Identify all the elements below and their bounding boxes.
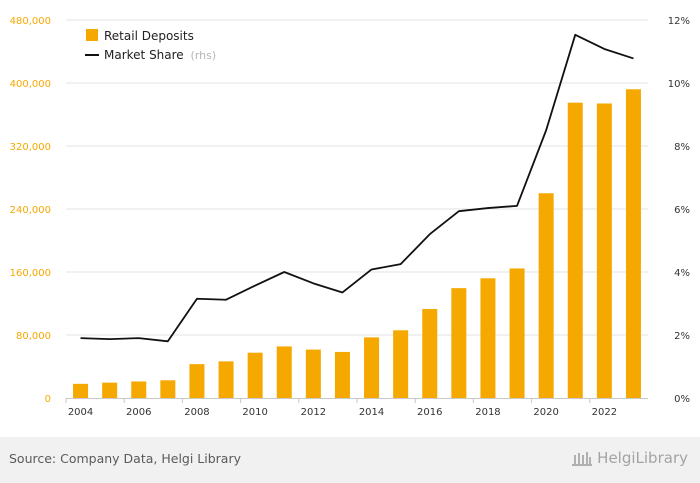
x-tick-label: 2022 [592, 407, 617, 418]
helgi-library-logo: HelgiLibrary [571, 449, 688, 467]
bar-2006 [131, 381, 147, 398]
bar-2014 [364, 337, 380, 398]
x-tick-label: 2010 [242, 407, 267, 418]
source-text: Source: Company Data, Helgi Library [9, 451, 242, 466]
x-tick-label: 2018 [475, 407, 500, 418]
brand-text: HelgiLibrary [597, 449, 688, 467]
legend-label-market-share-name: Market Share [104, 48, 184, 62]
bar-2004 [73, 383, 89, 398]
legend-label-retail-deposits: Retail Deposits [104, 29, 194, 43]
x-tick-label: 2012 [301, 407, 326, 418]
bar-2007 [160, 380, 176, 398]
y-left-tick-label: 0 [45, 394, 51, 405]
y-right-tick-label: 0% [674, 394, 690, 405]
bar-2021 [567, 102, 583, 398]
x-tick-label: 2008 [184, 407, 209, 418]
library-building-icon [572, 452, 593, 466]
bar-2012 [305, 349, 321, 398]
y-axis-left: 0 80,000 160,000 240,000 320,000 400,000 480,0… [10, 16, 51, 405]
bar-2022 [596, 103, 612, 398]
x-tick-label: 2004 [68, 407, 93, 418]
bar-2009 [218, 361, 234, 398]
y-left-tick-label: 480,000 [10, 16, 51, 27]
bar-2011 [276, 346, 292, 398]
x-tick-label: 2014 [359, 407, 384, 418]
bar-series [73, 89, 641, 399]
y-right-tick-label: 6% [674, 205, 690, 216]
legend-label-rhs: (rhs) [191, 49, 217, 62]
y-left-tick-label: 160,000 [10, 268, 51, 279]
gridlines [66, 19, 648, 336]
bar-2008 [189, 364, 205, 398]
x-tick-label: 2020 [533, 407, 558, 418]
y-right-tick-label: 2% [674, 331, 690, 342]
line-series [80, 33, 634, 343]
x-axis: 2004 2006 2008 2010 2012 2014 2016 2018 2020 2022 [65, 398, 648, 418]
bar-2016 [422, 309, 438, 398]
y-left-tick-label: 400,000 [10, 79, 51, 90]
bar-2010 [247, 352, 263, 398]
y-left-tick-label: 80,000 [16, 331, 51, 342]
chart: 0 80,000 160,000 240,000 320,000 400,000 480,0… [10, 16, 690, 418]
bar-2013 [334, 351, 350, 398]
x-tick-label: 2006 [126, 407, 151, 418]
y-left-tick-label: 240,000 [10, 205, 51, 216]
y-axis-right: 0% 2% 4% 6% 8% 10% 12% [668, 16, 690, 405]
legend-label-market-share: Market Share (rhs) [104, 48, 216, 62]
bar-2023 [625, 89, 641, 399]
market-share-line [80, 33, 634, 343]
legend: Retail Deposits Market Share (rhs) [85, 29, 216, 62]
y-right-tick-label: 8% [674, 142, 690, 153]
y-right-tick-label: 4% [674, 268, 690, 279]
bar-2018 [480, 278, 496, 398]
bar-2020 [538, 193, 554, 398]
y-left-tick-label: 320,000 [10, 142, 51, 153]
y-right-tick-label: 10% [668, 79, 690, 90]
y-right-tick-label: 12% [668, 16, 690, 27]
bar-2015 [393, 330, 409, 398]
x-tick-label: 2016 [417, 407, 442, 418]
footer: Source: Company Data, Helgi Library Helg… [0, 437, 700, 483]
bar-2017 [451, 288, 467, 398]
bar-2019 [509, 268, 525, 398]
legend-swatch-retail-deposits [86, 29, 98, 41]
bar-2005 [102, 382, 118, 398]
